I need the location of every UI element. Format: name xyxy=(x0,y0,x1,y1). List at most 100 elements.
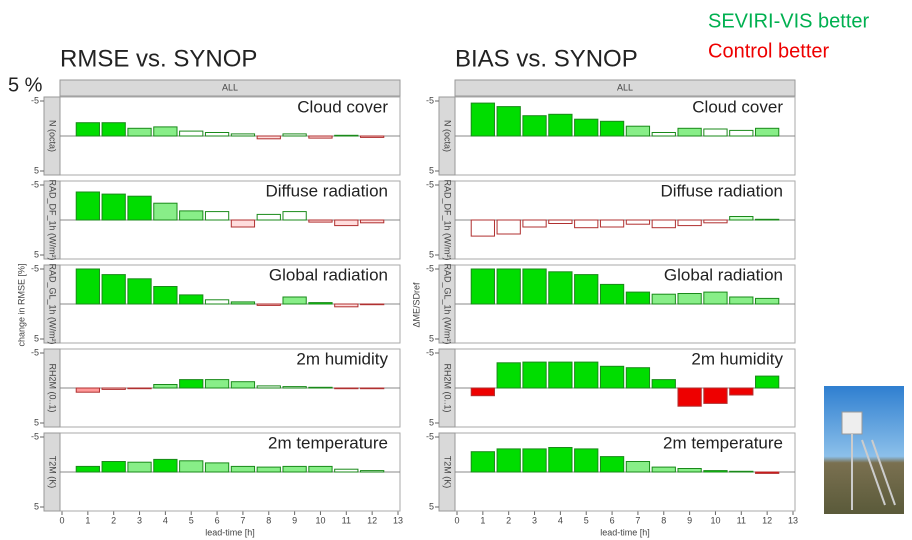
y-tick-label: -5 xyxy=(31,347,39,357)
panel-title: 2m humidity xyxy=(691,349,783,368)
bar xyxy=(153,202,178,221)
panel-title: 2m temperature xyxy=(663,433,783,452)
x-tick-label: 2 xyxy=(506,515,511,525)
y-tick-label: 5 xyxy=(429,333,434,343)
bar xyxy=(470,387,495,397)
bar xyxy=(522,448,547,473)
x-tick-label: 6 xyxy=(610,515,615,525)
y-tick-label: -5 xyxy=(426,263,434,273)
bar xyxy=(548,361,573,389)
bar xyxy=(334,303,359,308)
bar xyxy=(625,291,651,305)
bar xyxy=(308,386,333,389)
bar xyxy=(334,219,359,227)
facet-label: RH2M (0..1) xyxy=(48,363,58,412)
bar xyxy=(179,130,204,137)
bar xyxy=(179,210,204,221)
bar xyxy=(308,219,333,223)
bar xyxy=(282,211,307,221)
x-tick-label: 5 xyxy=(189,515,194,525)
y-tick-label: 5 xyxy=(429,417,434,427)
bar xyxy=(470,102,495,137)
bar xyxy=(75,387,100,393)
bar xyxy=(522,268,547,305)
x-tick-label: 3 xyxy=(137,515,142,525)
bar xyxy=(470,219,495,237)
bar xyxy=(230,381,256,389)
x-tick-label: 10 xyxy=(710,515,720,525)
bar xyxy=(127,127,152,137)
strip-label: ALL xyxy=(222,82,238,92)
bar xyxy=(256,213,281,221)
bar xyxy=(127,461,152,473)
bar xyxy=(204,132,230,137)
bar xyxy=(256,385,281,389)
bar xyxy=(230,133,256,137)
y-axis-label: ΔME/SDref xyxy=(411,282,421,328)
panel-title: Cloud cover xyxy=(692,97,783,116)
y-tick-label: 5 xyxy=(429,249,434,259)
bar xyxy=(334,134,359,137)
panel-title: 2m humidity xyxy=(296,349,388,368)
bar xyxy=(360,219,385,224)
bar xyxy=(470,268,495,305)
bar xyxy=(651,219,676,229)
bar xyxy=(101,274,126,305)
x-tick-label: 12 xyxy=(762,515,772,525)
y-tick-label: -5 xyxy=(31,263,39,273)
bar xyxy=(360,135,385,138)
bar xyxy=(75,268,100,305)
bar xyxy=(308,465,333,473)
bar xyxy=(334,387,359,390)
y-tick-label: -5 xyxy=(426,179,434,189)
bar xyxy=(729,129,754,137)
x-tick-label: 12 xyxy=(367,515,377,525)
x-tick-label: 11 xyxy=(737,515,746,525)
x-axis-label: lead-time [h] xyxy=(205,527,255,537)
panel-title: Global radiation xyxy=(269,265,388,284)
bar xyxy=(127,278,152,305)
bar xyxy=(729,296,754,305)
bar xyxy=(179,379,204,389)
bar xyxy=(256,135,281,140)
bar xyxy=(153,458,178,473)
bar xyxy=(574,274,599,305)
panel-title: Global radiation xyxy=(664,265,783,284)
chart-title: BIAS vs. SYNOP xyxy=(455,45,638,72)
x-tick-label: 13 xyxy=(788,515,798,525)
facet-label: N (octa) xyxy=(48,120,58,152)
legend-entry: Control better xyxy=(708,40,830,62)
bar xyxy=(101,193,126,221)
bar xyxy=(360,387,385,390)
bar xyxy=(625,219,651,225)
bar xyxy=(360,470,385,473)
chart-title: RMSE vs. SYNOP xyxy=(60,45,257,72)
bar xyxy=(651,293,676,305)
x-tick-label: 5 xyxy=(584,515,589,525)
bar xyxy=(625,461,651,473)
panel-title: Diffuse radiation xyxy=(660,181,783,200)
bar xyxy=(599,283,625,305)
facet-label: RH2M (0..1) xyxy=(443,363,453,412)
y-tick-label: -5 xyxy=(31,95,39,105)
bar xyxy=(599,120,625,137)
bar xyxy=(599,219,625,228)
bar xyxy=(230,301,256,305)
bar xyxy=(75,191,100,221)
x-tick-label: 7 xyxy=(240,515,245,525)
bar xyxy=(548,219,573,224)
bar xyxy=(101,387,126,390)
bar xyxy=(204,299,230,305)
bar xyxy=(127,195,152,221)
y-tick-label: 5 xyxy=(429,501,434,511)
bar xyxy=(729,470,754,473)
bar xyxy=(548,271,573,305)
bar xyxy=(548,113,573,137)
bar xyxy=(308,135,333,139)
y-tick-label: 5 xyxy=(429,165,434,175)
x-tick-label: 11 xyxy=(342,515,351,525)
facet-label: RAD_GL_1h (W/m²) xyxy=(443,263,453,344)
x-tick-label: 0 xyxy=(454,515,459,525)
bar xyxy=(574,219,599,229)
